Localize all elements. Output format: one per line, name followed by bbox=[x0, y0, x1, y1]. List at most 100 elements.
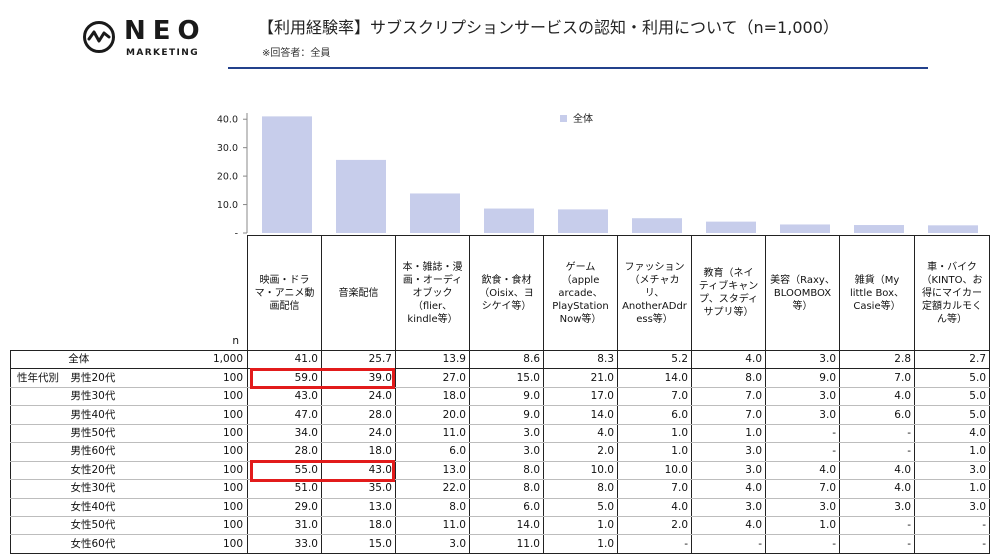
table-cell: 4.0 bbox=[691, 349, 766, 370]
row-n: 100 bbox=[146, 424, 248, 444]
n-header: n bbox=[232, 335, 239, 347]
y-tick-label: 40.0 bbox=[217, 115, 238, 126]
table-cell: 7.0 bbox=[839, 368, 915, 388]
table-cell: - bbox=[914, 534, 990, 554]
table-cell: 9.0 bbox=[469, 405, 544, 425]
table-cell: 8.0 bbox=[395, 498, 470, 517]
group-label: 性年代別 bbox=[10, 368, 67, 388]
table-cell: 8.0 bbox=[543, 479, 618, 499]
table-cell: 29.0 bbox=[247, 498, 322, 517]
table-cell: 9.0 bbox=[469, 387, 544, 407]
legend-label: 全体 bbox=[573, 112, 593, 125]
table-cell: - bbox=[839, 442, 915, 462]
category-label-line: PlayStation bbox=[552, 300, 609, 312]
bar bbox=[410, 193, 460, 233]
category-label-line: シケイ等） bbox=[481, 300, 532, 312]
header-divider bbox=[228, 67, 928, 69]
category-label-line: （apple bbox=[561, 274, 600, 286]
category-label-line: BLOOMBOX等） bbox=[773, 287, 832, 312]
row-label: 男性20代 bbox=[66, 368, 147, 388]
table-row: 男性30代 100 43.0 24.0 18.0 9.0 17.0 7.0 7.0 3.0 4.0 5… bbox=[10, 387, 990, 407]
table-cell: 6.0 bbox=[395, 442, 470, 462]
table-cell: 3.0 bbox=[691, 461, 766, 481]
table-cell: 35.0 bbox=[321, 479, 396, 499]
table-cell: 10.0 bbox=[543, 461, 618, 481]
table-cell: 9.0 bbox=[765, 368, 840, 388]
report-subtitle: ※回答者：全員 bbox=[262, 48, 331, 59]
category-label-line: （Oisix、ヨ bbox=[479, 287, 534, 299]
row-label: 女性50代 bbox=[66, 516, 147, 536]
table-cell: 14.0 bbox=[469, 516, 544, 536]
category-label-line: 音楽配信 bbox=[338, 287, 379, 299]
table-cell: 2.7 bbox=[914, 349, 990, 370]
table-cell: 11.0 bbox=[469, 534, 544, 554]
row-label: 女性30代 bbox=[66, 479, 147, 499]
category-label-line: リ、 bbox=[644, 287, 665, 299]
table-cell: 1.0 bbox=[543, 534, 618, 554]
category-label-line: オブック bbox=[412, 287, 453, 299]
table-cell: 8.0 bbox=[469, 479, 544, 499]
table-cell: 7.0 bbox=[617, 387, 692, 407]
table-cell: 1.0 bbox=[543, 516, 618, 536]
table-cell: 6.0 bbox=[839, 405, 915, 425]
group-cell bbox=[10, 387, 67, 407]
row-label: 男性50代 bbox=[66, 424, 147, 444]
table-cell: - bbox=[839, 424, 915, 444]
category-label-line: 定額カルモく bbox=[922, 300, 982, 312]
category-label-line: Casie等） bbox=[853, 300, 901, 312]
category-header: 教育（ネイ ティブキャン プ、スタディ サプリ等） bbox=[691, 235, 766, 351]
row-label: 女性60代 bbox=[66, 534, 147, 554]
table-row: 女性30代 100 51.0 35.0 22.0 8.0 8.0 7.0 4.0 7.0 4.0 1.… bbox=[10, 479, 990, 499]
category-header: 雑貨（My little Box、 Casie等） bbox=[839, 235, 915, 351]
bar-chart: - 10.0 20.0 30.0 40.0 全体 bbox=[217, 112, 978, 236]
table-cell: 3.0 bbox=[765, 387, 840, 407]
table-cell: 41.0 bbox=[247, 349, 322, 370]
category-label-line: AnotherADdr bbox=[622, 300, 687, 312]
row-label: 女性40代 bbox=[66, 498, 147, 517]
table-cell: 47.0 bbox=[247, 405, 322, 425]
bar bbox=[928, 225, 978, 233]
table-cell: 7.0 bbox=[691, 405, 766, 425]
category-header: 本・雑誌・漫 画・オーディ オブック （flier、 kindle等） bbox=[395, 235, 470, 351]
table-cell: 1.0 bbox=[914, 442, 990, 462]
y-tick-label: - bbox=[235, 229, 238, 236]
category-label-line: ゲーム bbox=[565, 261, 596, 273]
row-n: 100 bbox=[146, 405, 248, 425]
table-cell: 4.0 bbox=[839, 387, 915, 407]
table-cell: 27.0 bbox=[395, 368, 470, 388]
category-label-line: 画配信 bbox=[269, 300, 300, 312]
table-cell: 4.0 bbox=[617, 498, 692, 517]
table-cell: 18.0 bbox=[321, 516, 396, 536]
group-cell bbox=[10, 479, 67, 499]
logo-subtext: MARKETING bbox=[126, 48, 199, 58]
category-label-line: 映画・ドラ bbox=[259, 274, 310, 286]
table-cell: 5.0 bbox=[914, 405, 990, 425]
category-label-line: 飲食・食材 bbox=[481, 274, 532, 286]
bar bbox=[854, 225, 904, 233]
table-cell: 8.6 bbox=[469, 349, 544, 370]
row-n: 100 bbox=[146, 479, 248, 499]
table-cell: 7.0 bbox=[765, 479, 840, 499]
table-row: 男性50代 100 34.0 24.0 11.0 3.0 4.0 1.0 1.0- -4.0 bbox=[10, 424, 990, 444]
table-cell: 8.0 bbox=[691, 368, 766, 388]
table-cell: - bbox=[839, 516, 915, 536]
table-cell: 13.0 bbox=[395, 461, 470, 481]
table-row: 女性60代 100 33.0 15.0 3.0 11.0 1.0- - - - - bbox=[10, 534, 990, 554]
row-n: 100 bbox=[146, 442, 248, 462]
category-header: 車・バイク （KINTO、お 得にマイカー 定額カルモく ん等） bbox=[914, 235, 990, 351]
category-label-line: （メチャカ bbox=[629, 274, 680, 286]
y-tick-label: 10.0 bbox=[217, 200, 238, 211]
data-table: n 映画・ドラ マ・アニメ動 画配信 音楽配信 本・雑誌・漫 画・オーディ オブック （flie… bbox=[10, 235, 990, 554]
table-row: 男性40代 100 47.0 28.0 20.0 9.0 14.0 6.0 7.0 3.0 6.0 5… bbox=[10, 405, 990, 425]
table-cell: 4.0 bbox=[543, 424, 618, 444]
table-cell: 8.3 bbox=[543, 349, 618, 370]
table-cell: 21.0 bbox=[543, 368, 618, 388]
row-label: 男性30代 bbox=[66, 387, 147, 407]
row-n: 100 bbox=[146, 387, 248, 407]
category-label-line: 美容（Raxy、 bbox=[770, 274, 835, 286]
table-row: 男性60代 100 28.0 18.0 6.0 3.0 2.0 1.0 3.0- -1.0 bbox=[10, 442, 990, 462]
table-cell: 2.0 bbox=[617, 516, 692, 536]
category-label-line: 本・雑誌・漫 bbox=[402, 261, 463, 273]
group-cell bbox=[10, 461, 67, 481]
blank-cell bbox=[11, 236, 67, 351]
